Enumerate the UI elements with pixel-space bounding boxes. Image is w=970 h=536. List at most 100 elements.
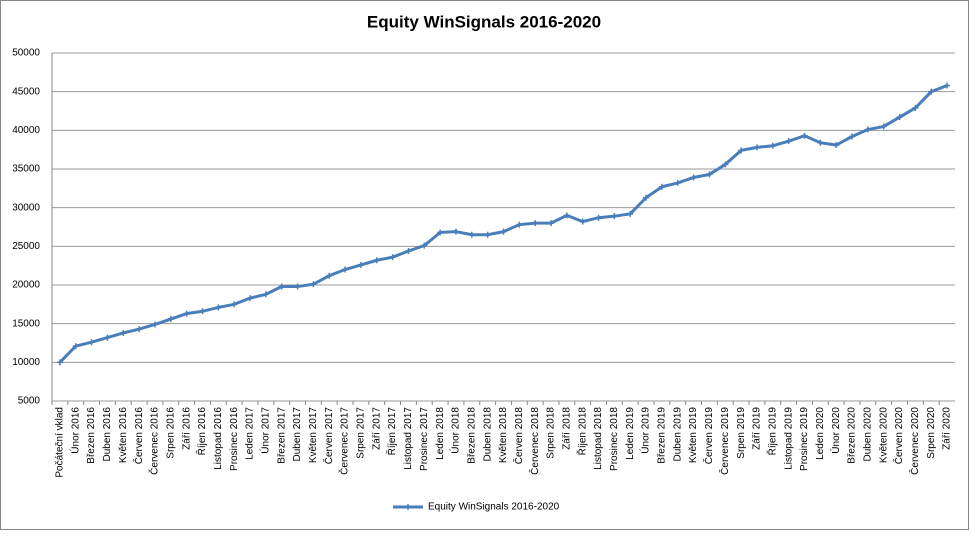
marker <box>753 144 760 151</box>
marker <box>516 221 523 228</box>
marker <box>231 301 238 308</box>
x-tick-label: Červenec 2019 <box>718 407 731 475</box>
x-tick-label: Květen 2020 <box>878 407 889 464</box>
x-tick-label: Únor 2018 <box>449 407 462 454</box>
chart-title: Equity WinSignals 2016-2020 <box>367 12 601 31</box>
x-tick-label: Březen 2019 <box>657 407 668 464</box>
marker <box>785 138 792 145</box>
marker <box>722 161 729 168</box>
marker <box>944 82 951 89</box>
marker <box>627 210 634 217</box>
marker <box>437 229 444 236</box>
marker <box>579 218 586 225</box>
marker <box>706 171 713 178</box>
marker <box>500 228 507 235</box>
marker <box>104 334 111 341</box>
marker <box>72 343 79 350</box>
y-tick-label: 35000 <box>12 164 40 175</box>
marker <box>326 272 333 279</box>
x-tick-label: Únor 2020 <box>829 407 842 454</box>
marker <box>532 220 539 227</box>
marker <box>674 179 681 186</box>
marker <box>928 88 935 95</box>
marker <box>817 139 824 146</box>
marker <box>215 304 222 311</box>
marker <box>247 295 254 302</box>
marker <box>548 220 555 227</box>
x-tick-label: Květen 2017 <box>308 407 319 464</box>
x-tick-label: Listopad 2018 <box>593 407 604 470</box>
x-tick-label: Listopad 2016 <box>213 407 224 470</box>
y-tick-label: 15000 <box>12 318 40 329</box>
marker <box>849 133 856 140</box>
marker <box>484 231 491 238</box>
x-tick-label: Listopad 2019 <box>783 407 794 470</box>
y-tick-label: 40000 <box>12 125 40 136</box>
x-tick-label: Počáteční vklad <box>55 407 66 478</box>
marker <box>136 326 143 333</box>
x-tick-label: Červen 2019 <box>702 407 715 465</box>
marker <box>294 283 301 290</box>
x-tick-label: Květen 2019 <box>688 407 699 464</box>
marker <box>389 254 396 261</box>
y-tick-label: 20000 <box>12 280 40 291</box>
marker <box>468 231 475 238</box>
x-tick-label: Březen 2020 <box>847 407 858 464</box>
marker <box>658 183 665 190</box>
marker <box>151 321 158 328</box>
marker <box>864 126 871 133</box>
marker <box>56 359 63 366</box>
marker <box>310 281 317 288</box>
x-tick-label: Září 2017 <box>371 407 382 450</box>
x-tick-label: Říjen 2016 <box>195 407 208 456</box>
x-tick-label: Září 2020 <box>942 407 953 450</box>
x-tick-label: Duben 2020 <box>863 407 874 462</box>
marker <box>120 329 127 336</box>
x-tick-label: Červen 2020 <box>892 407 905 465</box>
x-tick-label: Leden 2019 <box>625 407 636 460</box>
marker <box>738 147 745 154</box>
x-tick-label: Září 2018 <box>562 407 573 450</box>
x-tick-label: Červen 2018 <box>512 407 525 465</box>
x-tick-label: Březen 2017 <box>276 407 287 464</box>
x-tick-label: Duben 2017 <box>292 407 303 462</box>
x-tick-label: Květen 2016 <box>118 407 129 464</box>
marker <box>833 142 840 149</box>
x-tick-label: Červen 2016 <box>132 407 145 465</box>
x-tick-label: Říjen 2019 <box>765 407 778 456</box>
x-tick-label: Únor 2017 <box>259 407 272 454</box>
x-tick-label: Srpen 2020 <box>926 407 937 459</box>
x-tick-label: Září 2016 <box>181 407 192 450</box>
marker <box>912 104 919 111</box>
x-tick-label: Prosinec 2018 <box>609 407 620 471</box>
x-tick-label: Říjen 2018 <box>575 407 588 456</box>
marker <box>373 257 380 264</box>
x-tick-label: Leden 2020 <box>815 407 826 460</box>
marker <box>199 308 206 315</box>
x-tick-label: Prosinec 2019 <box>799 407 810 471</box>
x-tick-label: Únor 2016 <box>68 407 81 454</box>
x-tick-label: Červenec 2020 <box>908 407 921 475</box>
x-tick-label: Duben 2019 <box>672 407 683 462</box>
x-tick-label: Květen 2018 <box>498 407 509 464</box>
marker <box>357 261 364 268</box>
x-tick-label: Červenec 2018 <box>528 407 541 475</box>
legend-label: Equity WinSignals 2016-2020 <box>428 502 560 513</box>
x-tick-label: Srpen 2016 <box>165 407 176 459</box>
marker <box>167 316 174 323</box>
y-tick-label: 5000 <box>18 396 41 407</box>
x-tick-label: Leden 2017 <box>245 407 256 460</box>
y-tick-label: 25000 <box>12 241 40 252</box>
marker <box>769 142 776 149</box>
x-tick-label: Září 2019 <box>752 407 763 450</box>
x-tick-label: Leden 2018 <box>435 407 446 460</box>
marker <box>183 310 190 317</box>
x-tick-label: Březen 2016 <box>86 407 97 464</box>
y-tick-label: 45000 <box>12 86 40 97</box>
x-tick-label: Červenec 2016 <box>148 407 161 475</box>
x-tick-label: Srpen 2017 <box>356 407 367 459</box>
marker <box>595 214 602 221</box>
marker <box>452 228 459 235</box>
x-tick-label: Srpen 2018 <box>546 407 557 459</box>
